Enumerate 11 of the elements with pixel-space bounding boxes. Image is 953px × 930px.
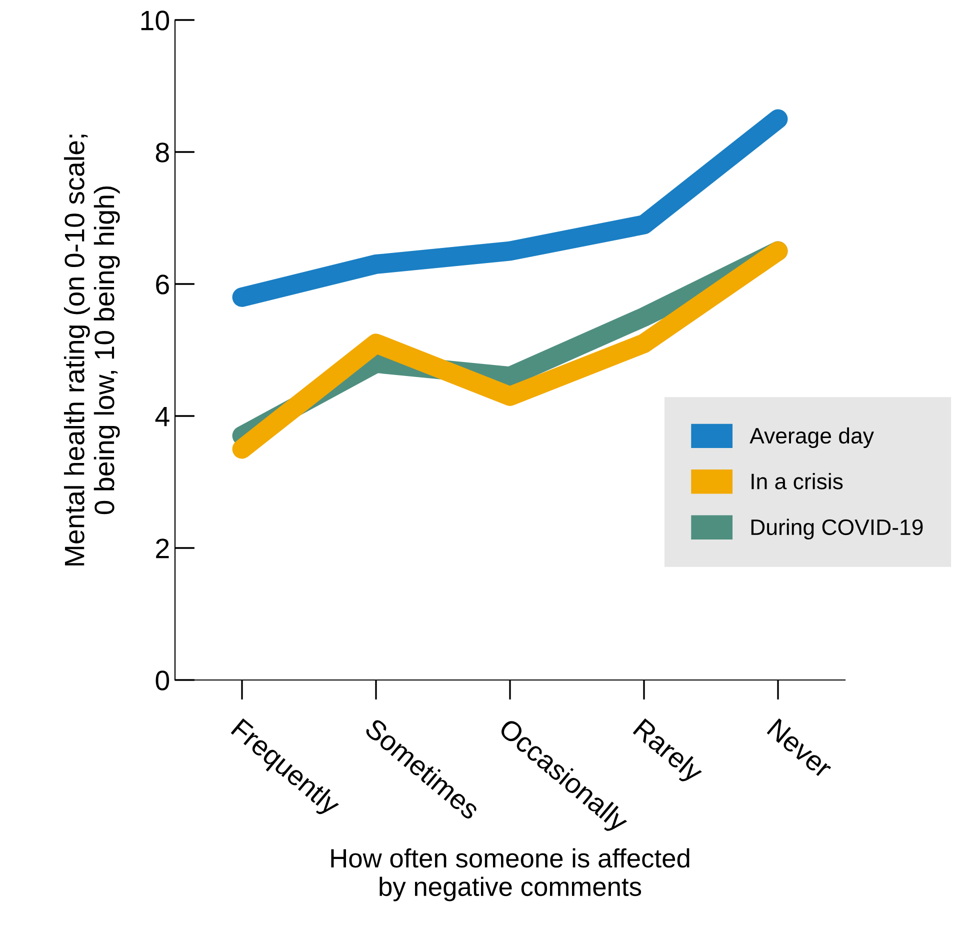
y-tick-label: 2 (156, 538, 169, 558)
y-tick-label: 8 (156, 142, 169, 162)
y-tick-label: 10 (141, 10, 170, 30)
legend-label: During COVID-19 (751, 518, 923, 540)
y-tick-label: 4 (155, 406, 170, 426)
y-tick-label: 6 (156, 274, 169, 294)
legend-label: Average day (750, 427, 874, 448)
x-axis-title: How often someone is affected by negative comments (331, 848, 690, 902)
legend-label: In a crisis (752, 473, 843, 490)
y-tick-label: 0 (156, 670, 170, 690)
y-axis-title: Mental health rating (on 0-10 scale; 0 being low, 10 being high) (64, 134, 120, 566)
